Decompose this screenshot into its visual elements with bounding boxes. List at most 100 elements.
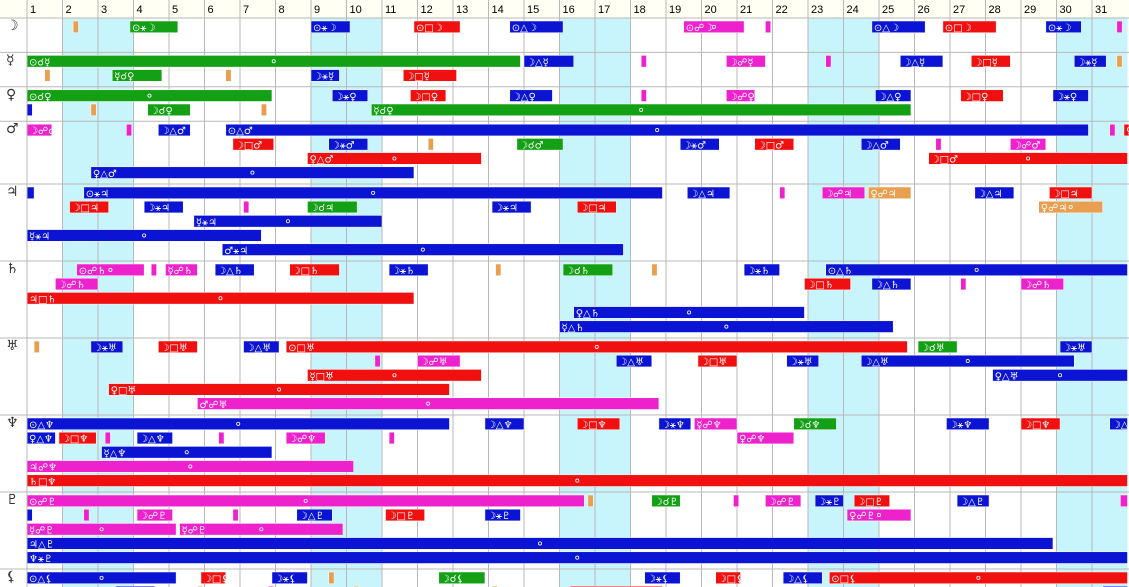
aspect-label-uranus-4-0: ♂☍♅: [199, 400, 227, 411]
aspect-bar-jupiter-1-2: [243, 200, 250, 214]
aspect-label-lilith-0-5: ☽⚹⚸: [647, 574, 669, 585]
aspect-bar-pluto-1-2: [136, 508, 173, 522]
aspect-bar-venus-0-1: [332, 89, 369, 102]
aspect-label-pluto-0-6: ☽□♇: [856, 497, 883, 508]
aspect-label-pluto-0-5: ☽⚹♇: [817, 497, 841, 508]
exact-marker-pluto-3-0: [537, 541, 542, 546]
aspect-bar-jupiter-4-0: [222, 243, 624, 256]
aspect-bar-lilith-0-4: [438, 571, 486, 584]
aspect-bar-venus-1-3: [261, 103, 267, 116]
aspect-bar-neptune-0-7: [1020, 417, 1061, 430]
aspect-label-lilith-0-0: ⊙△⚸: [29, 574, 52, 585]
aspect-label-lilith-0-7: ☽△⚸: [785, 574, 809, 585]
exact-marker-mars-0-3: [655, 128, 660, 133]
aspect-label-saturn-0-10: ⊙△♄: [828, 266, 853, 277]
exact-marker-saturn-0-0: [108, 267, 113, 272]
aspect-bar-mars-1-8: [1010, 138, 1047, 151]
aspect-bar-mars-2-1: [928, 152, 1128, 165]
aspect-bar-lilith-0-3: [328, 571, 335, 584]
aspect-bar-jupiter-3-0: [26, 229, 262, 242]
aspect-label-neptune-0-2: ☽□♆: [579, 420, 606, 431]
aspect-label-lilith-0-1: ☽□⚸: [203, 574, 229, 585]
aspect-label-neptune-0-8: ☽△♆: [1112, 420, 1129, 431]
aspect-bar-neptune-0-6: [946, 417, 990, 430]
aspect-label-mercury-1-4: ☽□☿: [405, 72, 430, 83]
aspect-label-venus-0-8: ☽⚹♀: [1055, 92, 1077, 103]
day-label-11: 11: [385, 4, 396, 16]
aspect-bar-lilith-0-1: [200, 571, 227, 584]
aspect-bar-pluto-1-0: [26, 508, 33, 522]
day-label-14: 14: [492, 4, 504, 16]
aspect-label-mercury-0-5: ☽△☿: [902, 57, 925, 68]
aspect-bar-mars-1-4: [679, 138, 720, 151]
aspect-bar-pluto-1-3: [232, 508, 239, 522]
aspect-label-pluto-1-5: ☽□♇: [388, 511, 415, 522]
day-label-22: 22: [776, 4, 788, 16]
aspect-bar-neptune-4-0: [26, 474, 1128, 487]
day-label-29: 29: [1024, 4, 1036, 16]
aspect-bar-venus-0-3: [509, 89, 553, 102]
aspect-label-jupiter-0-1: ⊙⚹♃: [86, 189, 109, 200]
aspect-label-saturn-0-4: ☽□♄: [292, 266, 319, 277]
aspect-bar-uranus-0-5: [917, 340, 958, 353]
aspect-label-saturn-0-7: ☽☌♄: [565, 266, 590, 277]
aspect-bar-jupiter-0-7: [1049, 186, 1093, 199]
exact-marker-uranus-3-0: [277, 387, 282, 392]
aspect-label-venus-0-6: ☽△♀: [877, 92, 901, 103]
exact-marker-pluto-2-1: [259, 527, 264, 532]
aspect-bar-pluto-3-0: [26, 537, 1054, 550]
aspect-bar-neptune-1-5: [285, 431, 326, 445]
aspect-label-uranus-1-3: ☽□♅: [700, 357, 727, 368]
aspect-bar-jupiter-0-2: [687, 186, 731, 199]
aspect-bar-venus-0-0: [26, 89, 273, 102]
aspect-bar-saturn-0-6: [495, 263, 502, 276]
aspect-label-mars-1-5: ☽□♂: [757, 140, 784, 151]
exact-marker-neptune-4-0: [575, 478, 580, 483]
aspect-bar-mars-0-3: [225, 123, 1089, 137]
aspect-bar-saturn-0-2: [165, 263, 198, 276]
planet-glyph-pluto: ♇: [6, 492, 19, 508]
aspect-bar-pluto-0-2: [651, 494, 681, 507]
aspect-label-saturn-2-0: ♃□♄: [29, 294, 56, 305]
aspect-bar-saturn-2-0: [26, 292, 415, 305]
aspect-label-moon-0-7: ⊙⚹☽: [1048, 23, 1071, 34]
aspect-bar-venus-0-4: [640, 89, 647, 102]
day-label-20: 20: [705, 4, 717, 16]
planet-glyph-mars: ♂: [6, 121, 19, 137]
day-label-7: 7: [243, 4, 249, 16]
aspect-bar-jupiter-2-0: [193, 215, 383, 228]
aspect-label-uranus-0-5: ☽☌♅: [920, 343, 945, 354]
aspect-label-moon-0-4: ⊙☍☽: [686, 23, 713, 34]
day-label-28: 28: [989, 4, 1001, 16]
aspect-label-pluto-0-4: ☽☍♇: [767, 497, 795, 508]
aspect-bar-neptune-0-0: [26, 417, 450, 430]
aspect-label-neptune-1-5: ☽☍♆: [288, 434, 316, 445]
aspect-bar-moon-0-5: [871, 20, 926, 33]
aspect-bar-uranus-1-3: [697, 354, 738, 368]
aspect-label-pluto-2-1: ☿☍♇: [182, 525, 207, 536]
aspect-label-mars-1-6: ☽△♂: [863, 140, 889, 151]
aspect-bar-neptune-1-3: [136, 431, 173, 445]
aspect-bar-mars-1-5: [754, 138, 795, 151]
aspect-bar-pluto-0-0: [26, 494, 585, 507]
day-label-26: 26: [918, 4, 930, 16]
aspect-bar-pluto-0-1: [587, 494, 594, 507]
planet-glyph-mercury: ☿: [6, 52, 15, 68]
aspect-label-mars-2-0: ♀△♂: [309, 155, 333, 166]
aspect-bar-jupiter-1-5: [577, 200, 617, 214]
day-label-27: 27: [953, 4, 965, 16]
exact-marker-pluto-1-7: [877, 513, 882, 518]
aspect-bar-mercury-1-0: [44, 69, 51, 82]
aspect-bar-neptune-1-4: [218, 431, 225, 445]
aspect-bar-uranus-1-4: [786, 354, 819, 368]
aspect-bar-pluto-2-1: [179, 523, 344, 536]
exact-marker-lilith-0-8: [976, 575, 981, 580]
day-label-15: 15: [527, 4, 539, 16]
aspect-bar-moon-0-7: [1045, 20, 1082, 33]
exact-marker-neptune-3-0: [188, 464, 193, 469]
aspect-bar-pluto-0-8: [1120, 494, 1128, 507]
day-label-19: 19: [669, 4, 681, 16]
aspect-bar-lilith-0-8: [829, 571, 1128, 584]
aspect-bar-moon-0-2: [413, 20, 461, 33]
